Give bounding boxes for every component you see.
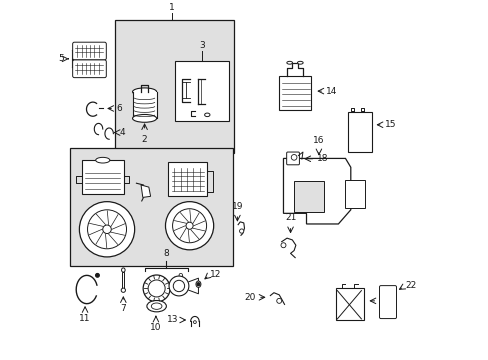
- Text: 7: 7: [120, 305, 126, 314]
- FancyBboxPatch shape: [73, 60, 106, 78]
- Ellipse shape: [146, 301, 166, 312]
- Text: 13: 13: [167, 315, 179, 324]
- Text: 19: 19: [231, 202, 243, 211]
- Ellipse shape: [193, 321, 196, 324]
- Bar: [168, 162, 207, 195]
- Bar: [122, 272, 124, 289]
- Text: 9: 9: [177, 273, 183, 282]
- Ellipse shape: [132, 114, 156, 122]
- Text: 12: 12: [210, 270, 221, 279]
- Ellipse shape: [204, 113, 209, 117]
- Text: 8: 8: [163, 249, 169, 258]
- Circle shape: [276, 298, 281, 303]
- FancyBboxPatch shape: [286, 152, 299, 165]
- Circle shape: [102, 225, 111, 234]
- Ellipse shape: [96, 157, 110, 163]
- Polygon shape: [283, 158, 350, 224]
- Text: 4: 4: [120, 128, 125, 137]
- Circle shape: [172, 209, 206, 243]
- Circle shape: [239, 229, 244, 233]
- Text: 10: 10: [150, 323, 162, 332]
- Ellipse shape: [196, 281, 201, 287]
- Text: 3: 3: [199, 41, 205, 50]
- Circle shape: [169, 276, 188, 296]
- Text: 14: 14: [325, 87, 337, 96]
- Text: 11: 11: [79, 314, 91, 323]
- Circle shape: [79, 202, 134, 257]
- Bar: [81, 160, 124, 194]
- Text: 22: 22: [404, 281, 415, 290]
- FancyBboxPatch shape: [379, 285, 396, 319]
- Ellipse shape: [122, 268, 125, 272]
- Bar: [293, 181, 324, 212]
- Ellipse shape: [151, 303, 162, 309]
- Circle shape: [185, 222, 193, 229]
- Circle shape: [121, 288, 125, 292]
- Bar: [70, 148, 233, 266]
- Circle shape: [291, 154, 296, 160]
- Bar: [278, 76, 310, 110]
- Circle shape: [281, 243, 285, 248]
- Text: 15: 15: [384, 120, 395, 129]
- Polygon shape: [141, 185, 150, 197]
- Bar: [115, 20, 233, 153]
- Ellipse shape: [297, 61, 303, 64]
- Text: 21: 21: [285, 213, 296, 222]
- Circle shape: [165, 202, 213, 250]
- Text: 5: 5: [59, 54, 64, 63]
- Bar: [345, 180, 364, 208]
- Text: 18: 18: [317, 154, 328, 163]
- Circle shape: [96, 274, 99, 277]
- Text: 1: 1: [169, 3, 174, 12]
- Bar: [335, 288, 363, 320]
- Bar: [347, 112, 371, 152]
- Bar: [175, 61, 229, 121]
- Circle shape: [87, 210, 126, 249]
- Text: 17: 17: [378, 296, 389, 305]
- Text: 20: 20: [244, 293, 256, 302]
- Circle shape: [148, 280, 165, 297]
- Text: 6: 6: [116, 104, 122, 113]
- Ellipse shape: [286, 61, 292, 64]
- Text: 16: 16: [312, 136, 324, 145]
- Text: 2: 2: [142, 135, 147, 144]
- Bar: [132, 92, 156, 118]
- FancyBboxPatch shape: [73, 42, 106, 60]
- Circle shape: [197, 283, 200, 285]
- Ellipse shape: [132, 88, 156, 96]
- Circle shape: [143, 275, 170, 302]
- Circle shape: [173, 280, 184, 292]
